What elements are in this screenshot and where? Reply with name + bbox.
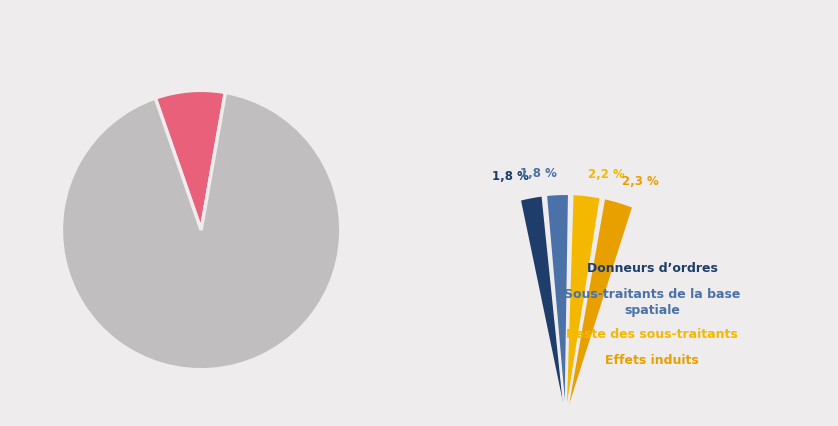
Text: 2,3 %: 2,3 % <box>623 175 659 188</box>
Text: 2,2 %: 2,2 % <box>588 168 625 181</box>
Text: Donneurs d’ordres: Donneurs d’ordres <box>587 262 717 275</box>
Text: 1,8 %: 1,8 % <box>520 167 557 179</box>
Polygon shape <box>520 196 566 419</box>
Text: Sous-traitants de la base
spatiale: Sous-traitants de la base spatiale <box>564 288 741 317</box>
Text: 1,8 %: 1,8 % <box>492 170 529 183</box>
Polygon shape <box>566 195 601 419</box>
Text: Effets induits: Effets induits <box>605 354 699 367</box>
Wedge shape <box>61 92 341 370</box>
Wedge shape <box>155 90 225 230</box>
Text: Reste des sous-traitants: Reste des sous-traitants <box>566 328 738 342</box>
Polygon shape <box>546 195 569 419</box>
Polygon shape <box>566 199 633 419</box>
